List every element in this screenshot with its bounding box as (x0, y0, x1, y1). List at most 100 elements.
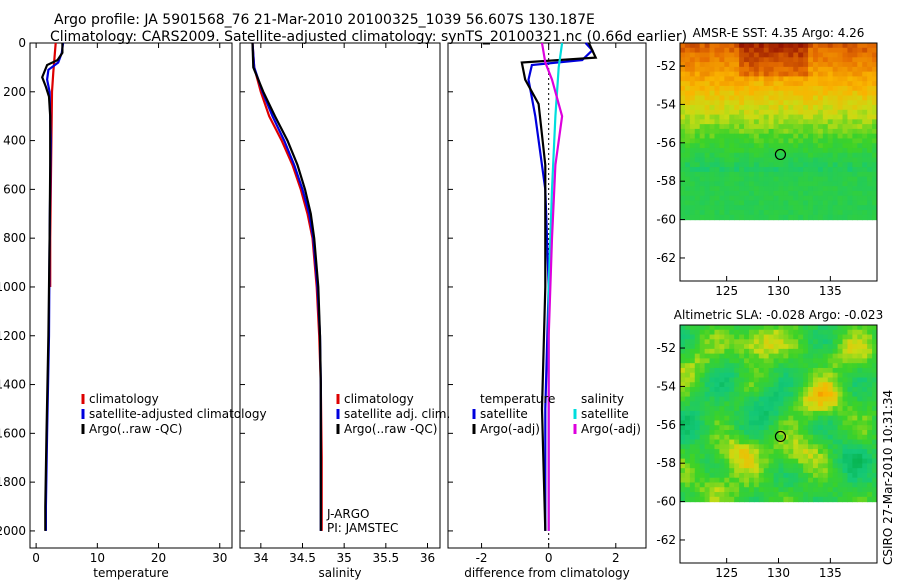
sst-cell (719, 162, 725, 168)
sla-cell (798, 387, 804, 393)
sla-cell (817, 372, 824, 379)
sst-cell (758, 190, 765, 197)
sst-cell (758, 143, 765, 149)
sla-cell (680, 425, 686, 431)
sst-cell (803, 62, 809, 68)
sla-cell (714, 358, 720, 364)
sla-cell (753, 487, 760, 493)
sla-cell (793, 482, 799, 488)
legend-diff-right-2-label: Argo(-adj) (581, 422, 641, 436)
sla-cell (857, 458, 863, 464)
sla-cell (778, 482, 785, 488)
sst-cell (847, 85, 853, 92)
sla-cell (783, 363, 789, 369)
sla-cell (768, 425, 775, 431)
sla-cell (758, 429, 765, 436)
sst-cell (680, 205, 686, 211)
sla-cell (837, 492, 844, 498)
sla-cell (684, 492, 691, 498)
sla-cell (867, 382, 873, 388)
sst-cell (704, 138, 711, 144)
sst-cell (758, 71, 765, 77)
sla-cell (734, 458, 740, 464)
sst-cell (753, 90, 760, 97)
sst-cell (847, 205, 853, 211)
sst-cell (699, 47, 706, 54)
sla-cell (842, 396, 849, 402)
sst-cell (837, 47, 844, 54)
sst-ytick-label: -62 (656, 251, 676, 265)
sst-cell (817, 85, 824, 92)
sst-cell (862, 176, 868, 182)
sst-cell (852, 85, 858, 92)
sla-cell (872, 468, 877, 474)
sla-cell (704, 377, 711, 383)
sla-cell (803, 492, 809, 498)
sst-cell (837, 162, 844, 168)
sst-cell (709, 52, 716, 58)
sst-cell (837, 114, 844, 120)
sla-cell (842, 391, 849, 398)
sst-cell (719, 167, 725, 173)
sst-cell (812, 52, 819, 58)
sla-cell (788, 334, 794, 340)
difference-line-temperature-satellite (527, 42, 594, 531)
sla-cell (753, 434, 760, 441)
sst-cell (778, 176, 785, 182)
sla-cell (817, 348, 824, 355)
sst-cell (783, 214, 789, 221)
sst-cell (778, 105, 785, 111)
sst-cell (867, 43, 873, 49)
sla-cell (857, 377, 863, 383)
sst-cell (832, 210, 839, 216)
sst-cell (714, 147, 720, 154)
sla-cell (812, 372, 819, 379)
sst-cell (867, 81, 873, 87)
sst-cell (862, 205, 868, 211)
sla-cell (724, 329, 730, 336)
sla-cell (778, 425, 785, 431)
sla-cell (763, 353, 770, 359)
sst-cell (753, 167, 760, 173)
sla-cell (832, 348, 839, 355)
sst-cell (709, 205, 716, 211)
sla-cell (773, 329, 780, 336)
sst-cell (778, 109, 785, 116)
sst-cell (788, 181, 794, 187)
sla-cell (793, 387, 799, 393)
sla-cell (778, 329, 785, 336)
sst-cell (827, 43, 834, 49)
sst-cell (793, 147, 799, 154)
sst-cell (783, 81, 789, 87)
sla-cell (783, 339, 789, 345)
sla-cell (734, 396, 740, 402)
sla-cell (734, 429, 740, 436)
sla-cell (689, 420, 696, 426)
sla-cell (709, 339, 716, 345)
sst-cell (689, 147, 696, 154)
salinity-xtick-label: 34.5 (289, 551, 316, 565)
sst-cell (699, 167, 706, 173)
sst-cell (847, 181, 853, 187)
sla-cell (847, 363, 853, 369)
sst-cell (793, 52, 799, 58)
sst-cell (862, 186, 868, 192)
sst-cell (798, 100, 804, 106)
sla-cell (847, 492, 853, 498)
sst-cell (872, 176, 877, 182)
sla-cell (847, 444, 853, 450)
sla-cell (704, 367, 711, 374)
sst-cell (763, 105, 770, 111)
sla-cell (852, 367, 858, 374)
sst-cell (827, 176, 834, 182)
sla-cell (832, 325, 839, 331)
sla-cell (758, 425, 765, 431)
sst-cell (827, 210, 834, 216)
sst-cell (753, 85, 760, 92)
sst-cell (872, 95, 877, 101)
sst-cell (714, 176, 720, 182)
sla-cell (763, 434, 770, 441)
sla-cell (872, 429, 877, 436)
sst-cell (699, 62, 706, 68)
sla-cell (748, 363, 755, 369)
